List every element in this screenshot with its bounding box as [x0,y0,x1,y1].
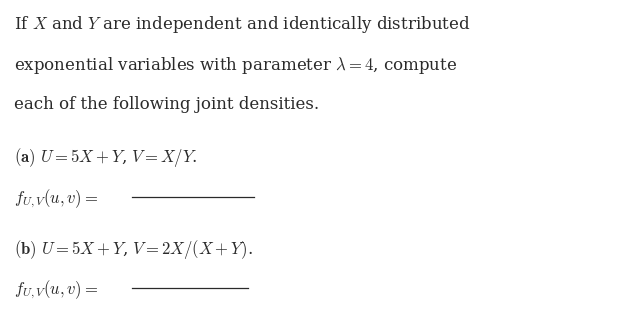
Text: If $X$ and $Y$ are independent and identically distributed: If $X$ and $Y$ are independent and ident… [14,14,471,35]
Text: $(\mathbf{b})$ $U = 5X + Y$, $V = 2X/(X + Y)$.: $(\mathbf{b})$ $U = 5X + Y$, $V = 2X/(X … [14,238,253,261]
Text: $f_{U,V}(u, v) = $: $f_{U,V}(u, v) = $ [14,279,99,301]
Text: each of the following joint densities.: each of the following joint densities. [14,96,319,113]
Text: $f_{U,V}(u, v) = $: $f_{U,V}(u, v) = $ [14,187,99,210]
Text: $(\mathbf{a})$ $U = 5X + Y$, $V = X/Y$.: $(\mathbf{a})$ $U = 5X + Y$, $V = X/Y$. [14,146,198,169]
Text: exponential variables with parameter $\lambda = 4$, compute: exponential variables with parameter $\l… [14,55,457,76]
